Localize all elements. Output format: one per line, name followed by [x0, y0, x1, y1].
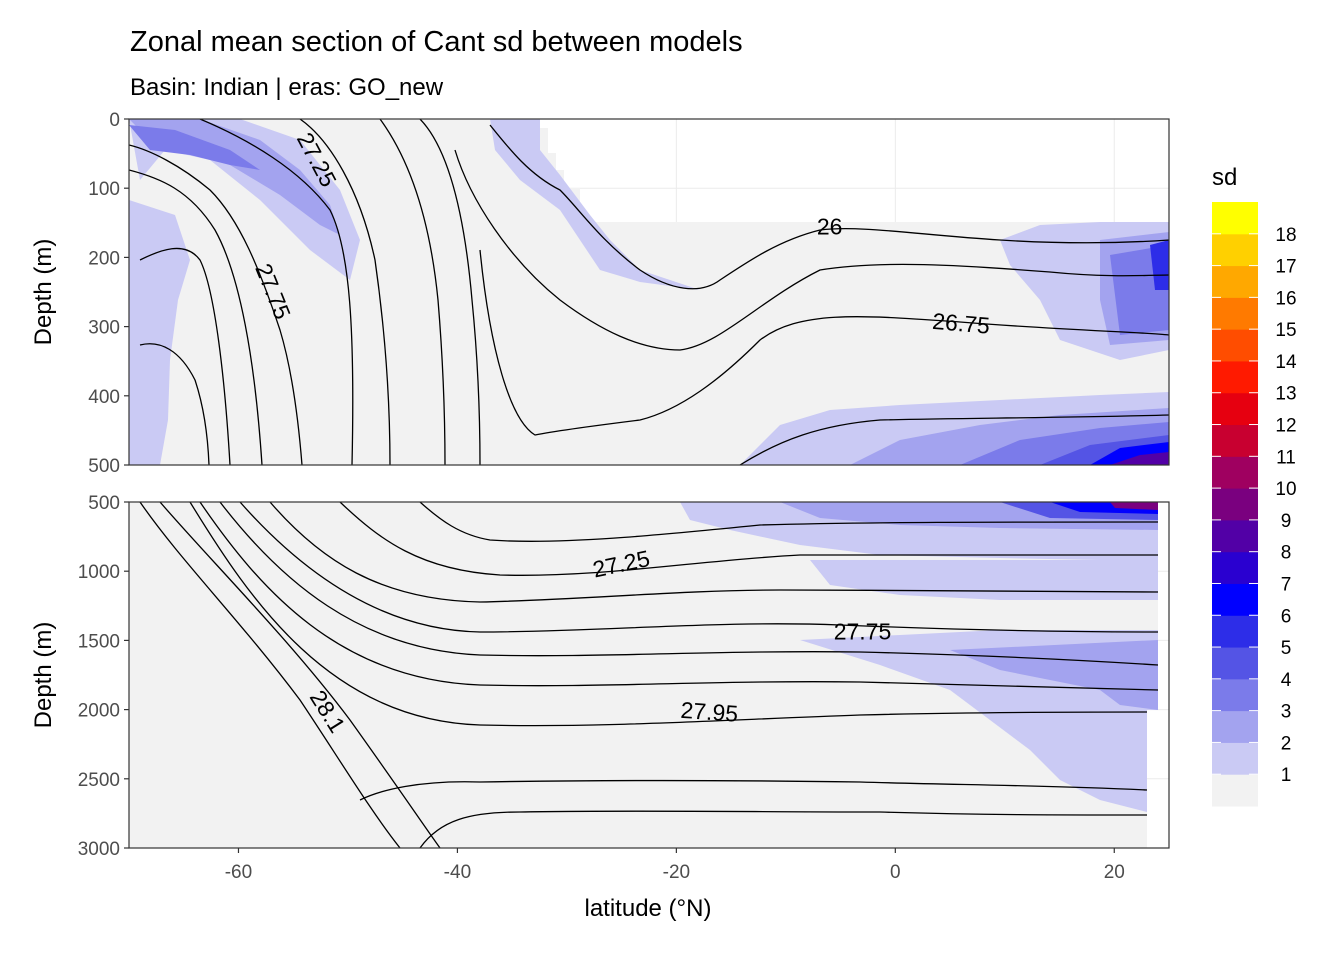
legend-label: 6 [1281, 606, 1292, 627]
y-tick-label: 0 [109, 110, 120, 131]
chart-title: Zonal mean section of Cant sd between mo… [130, 26, 743, 58]
legend-swatch [1212, 456, 1258, 489]
y-tick-label: 400 [88, 387, 120, 408]
legend-label: 10 [1275, 479, 1296, 500]
legend-label: 17 [1275, 257, 1296, 278]
field-level-0 [129, 119, 1169, 465]
x-tick-label: 20 [1104, 862, 1125, 883]
x-tick-label: 0 [890, 862, 901, 883]
x-tick-label: -60 [225, 862, 252, 883]
legend-swatch [1212, 233, 1258, 267]
y-tick-label: 100 [88, 179, 120, 200]
panel-lower-field [129, 502, 1159, 848]
legend-swatch [1212, 360, 1258, 394]
contour-lines-upper [129, 119, 1169, 465]
x-axis-title: latitude (°N) [585, 895, 712, 922]
legend-swatch [1212, 615, 1258, 648]
legend-label: 12 [1275, 416, 1296, 437]
y-tick-label: 200 [88, 248, 120, 269]
legend-swatch [1212, 774, 1258, 807]
y-axis-title-upper: Depth (m) [30, 239, 57, 346]
legend-swatch [1212, 424, 1258, 457]
legend-label: 2 [1281, 733, 1292, 754]
y-tick-label: 500 [88, 456, 120, 477]
legend-swatch [1212, 519, 1258, 553]
legend-label: 8 [1281, 543, 1292, 564]
x-tick-label: -20 [663, 862, 690, 883]
x-axis: -60 -40 -20 0 20 [225, 848, 1125, 883]
legend-swatch [1212, 488, 1258, 521]
y-tick-label: 500 [88, 493, 120, 514]
legend-swatch [1212, 583, 1258, 616]
legend-label: 18 [1275, 225, 1296, 246]
legend-swatch [1212, 392, 1258, 426]
y-axis-lower: 500 1000 1500 2000 2500 3000 [78, 493, 129, 860]
legend-label: 14 [1275, 352, 1297, 373]
field-lower-edge [129, 502, 140, 848]
field-level-1-mid [490, 119, 720, 300]
legend-swatch [1212, 742, 1258, 775]
y-tick-label: 3000 [78, 839, 120, 860]
y-tick-label: 2500 [78, 770, 120, 791]
legend-swatch [1212, 265, 1258, 298]
legend-label: 5 [1281, 638, 1292, 659]
y-tick-label: 1500 [78, 631, 120, 652]
field-level-1-deep-south [129, 200, 190, 465]
legend-label: 1 [1281, 765, 1292, 786]
contour-label: 27.75 [834, 619, 892, 645]
legend-swatch [1212, 647, 1258, 680]
y-tick-label: 1000 [78, 562, 120, 583]
legend-swatch [1212, 710, 1258, 743]
legend-label: 3 [1281, 702, 1292, 723]
y-tick-label: 2000 [78, 701, 120, 722]
y-axis-upper: 0 100 200 300 400 500 [88, 110, 129, 477]
contour-label: 26.75 [931, 308, 991, 339]
field-level-8 [1110, 452, 1169, 465]
y-tick-label: 300 [88, 318, 120, 339]
y-axis-title-lower: Depth (m) [30, 622, 57, 729]
chart-subtitle: Basin: Indian | eras: GO_new [130, 74, 444, 101]
contour-label: 27.95 [680, 697, 739, 727]
legend-label: 11 [1276, 447, 1296, 468]
legend-swatch [1212, 297, 1258, 330]
field-lower-level-2 [950, 640, 1158, 710]
legend-swatch [1212, 551, 1258, 584]
legend-label: 16 [1275, 288, 1296, 309]
contour-lines-lower [139, 502, 1159, 848]
legend-swatch [1212, 678, 1258, 712]
field-lower-level-9 [1110, 502, 1158, 510]
legend-label: 15 [1275, 320, 1296, 341]
panel-upper-field [129, 119, 1169, 465]
legend-swatch [1212, 329, 1258, 362]
legend-label: 4 [1281, 670, 1292, 691]
panel-upper-border [128, 118, 1170, 466]
legend-swatch [1212, 202, 1258, 235]
contour-label: 26 [817, 213, 843, 239]
field-level-3-south [129, 125, 260, 170]
x-tick-label: -40 [444, 862, 471, 883]
legend-title: sd [1212, 164, 1237, 191]
legend-label: 9 [1281, 511, 1292, 532]
field-level-5 [1150, 240, 1169, 290]
legend-label: 13 [1275, 384, 1296, 405]
legend-label: 7 [1281, 574, 1292, 595]
field-level-1-south [129, 119, 360, 280]
panel-lower-border [128, 501, 1170, 849]
